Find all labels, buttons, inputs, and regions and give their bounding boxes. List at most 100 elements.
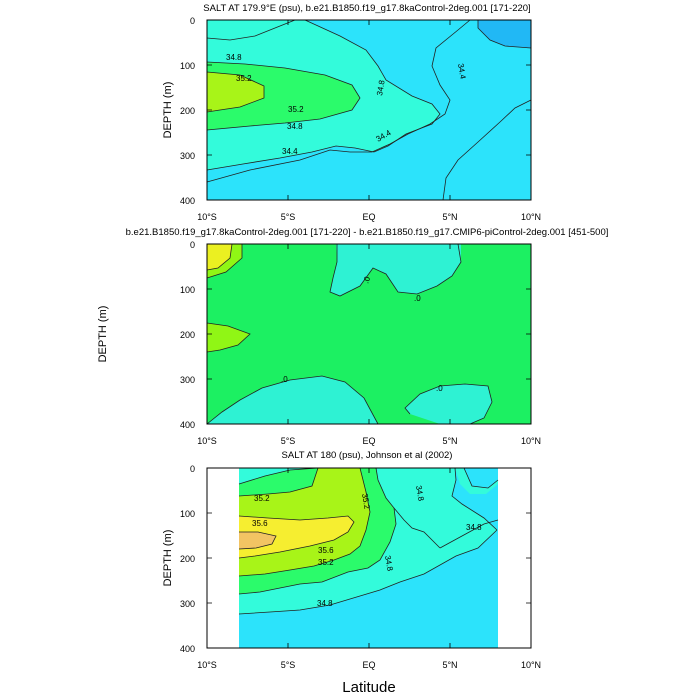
contour-label: .0 xyxy=(436,384,443,393)
panel-2-contour-pos-left xyxy=(206,322,251,353)
x-axis-label: Latitude xyxy=(342,679,395,696)
x-tick-label: 10°N xyxy=(521,660,541,670)
panel-3-title: SALT AT 180 (psu), Johnson et al (2002) xyxy=(282,450,453,461)
contour-label: 34.8 xyxy=(226,53,242,62)
panel-1-y-ticks: 0 100 200 300 400 xyxy=(180,16,531,206)
panel-1-y-axis-label: DEPTH (m) xyxy=(162,82,174,139)
contour-label: .0 xyxy=(361,275,372,285)
contour-label: 34.4 xyxy=(282,147,298,156)
contour-label: 34.8 xyxy=(375,79,387,96)
y-tick-label: 0 xyxy=(190,16,195,26)
y-tick-label: 300 xyxy=(180,375,195,385)
x-tick-label: 5°N xyxy=(442,660,457,670)
contour-label: 35.2 xyxy=(254,494,270,503)
y-tick-label: 100 xyxy=(180,61,195,71)
panel-2-fill-pos2-topleft xyxy=(207,244,232,270)
panel-1-contour-352a xyxy=(206,61,361,131)
x-tick-label: 10°N xyxy=(521,212,541,222)
panel-1-contour-labels: 34.8 35.2 35.2 34.8 34.4 34.8 34.4 34.4 xyxy=(226,53,468,156)
y-tick-label: 0 xyxy=(190,240,195,250)
contour-label: 34.8 xyxy=(383,555,395,572)
panel-3-x-ticks: 10°S 5°S EQ 5°N 10°N xyxy=(197,468,541,670)
panel-3-y-axis-label: DEPTH (m) xyxy=(162,530,174,587)
panel-1-contour-348a xyxy=(206,19,296,41)
panel-2-contour-neg-bottom-right xyxy=(404,383,493,425)
x-tick-label: 10°N xyxy=(521,436,541,446)
panel-2-y-ticks: 0 100 200 300 400 xyxy=(180,240,531,430)
panel-3-fill-360 xyxy=(239,516,354,558)
x-tick-marks xyxy=(206,20,532,200)
x-tick-marks xyxy=(206,468,532,648)
x-tick-marks xyxy=(206,244,532,424)
panel-1-fill-deep xyxy=(478,20,531,48)
panel-1-contour-344b xyxy=(442,99,532,201)
contour-label: 35.6 xyxy=(252,519,268,528)
contour-label: .0 xyxy=(281,375,288,384)
x-tick-label: EQ xyxy=(362,212,375,222)
panel-3-contour-356 xyxy=(238,467,371,577)
panel-3-contour-348-right xyxy=(439,519,499,549)
panel-3-contour-360 xyxy=(238,515,355,559)
x-tick-label: 5°S xyxy=(281,436,296,446)
panel-3-contour-364 xyxy=(238,531,277,550)
panel-2-title: b.e21.B1850.f19_g17.8kaControl-2deg.001 … xyxy=(126,227,609,238)
y-tick-label: 300 xyxy=(180,151,195,161)
y-tick-label: 100 xyxy=(180,285,195,295)
contour-label: 34.8 xyxy=(466,523,482,532)
y-tick-marks xyxy=(207,467,531,649)
panel-3-contour-labels: 35.2 35.6 35.6 35.2 35.2 34.8 34.8 34.8 … xyxy=(252,485,482,608)
panel-2: b.e21.B1850.f19_g17.8kaControl-2deg.001 … xyxy=(97,227,608,446)
panel-3: SALT AT 180 (psu), Johnson et al (2002) … xyxy=(162,450,541,670)
panel-1-contour-344c xyxy=(477,20,532,49)
panel-3-contour-348-mid xyxy=(393,507,441,549)
y-tick-label: 100 xyxy=(180,509,195,519)
x-tick-label: 5°S xyxy=(281,212,296,222)
panel-2-fill-neg-bottom-right xyxy=(405,384,492,424)
y-tick-label: 200 xyxy=(180,106,195,116)
contour-label: 34.8 xyxy=(317,599,333,608)
panel-3-y-ticks: 0 100 200 300 400 xyxy=(180,464,531,654)
x-tick-label: 10°S xyxy=(197,212,217,222)
y-tick-label: 0 xyxy=(190,464,195,474)
panel-2-fill-neg-top xyxy=(330,244,461,296)
y-tick-label: 200 xyxy=(180,330,195,340)
x-tick-label: 5°N xyxy=(442,212,457,222)
panel-2-x-ticks: 10°S 5°S EQ 5°N 10°N xyxy=(197,244,541,446)
x-tick-label: 5°N xyxy=(442,436,457,446)
contour-label: 34.8 xyxy=(414,485,426,502)
contour-label: 35.2 xyxy=(360,493,372,510)
contour-label: 35.2 xyxy=(288,105,304,114)
y-tick-label: 400 xyxy=(180,420,195,430)
panel-1: SALT AT 179.9°E (psu), b.e21.B1850.f19_g… xyxy=(162,3,541,222)
contour-label: 35.2 xyxy=(236,74,252,83)
panel-2-fill-neg-bottom xyxy=(207,376,378,424)
panel-2-contour-pos-topleft xyxy=(206,244,243,279)
y-tick-label: 300 xyxy=(180,599,195,609)
contour-label: .0 xyxy=(414,294,421,303)
panel-2-contour-pos2-topleft xyxy=(206,243,233,271)
panel-3-fill-344-topright xyxy=(464,468,498,488)
contour-label: 35.6 xyxy=(318,546,334,555)
panel-1-fill-356 xyxy=(207,72,264,112)
contour-label: 34.8 xyxy=(287,122,303,131)
panel-1-contour-356 xyxy=(206,71,265,113)
panel-3-contour-348-lower xyxy=(238,529,498,615)
x-tick-label: 10°S xyxy=(197,660,217,670)
y-tick-label: 400 xyxy=(180,644,195,654)
panel-3-fill-364 xyxy=(239,532,276,549)
panel-2-contour-neg-top xyxy=(329,243,462,297)
y-tick-label: 200 xyxy=(180,554,195,564)
panel-2-contour-labels: .0 .0 .0 .0 xyxy=(281,275,443,393)
x-tick-label: 10°S xyxy=(197,436,217,446)
panel-1-title: SALT AT 179.9°E (psu), b.e21.B1850.f19_g… xyxy=(203,3,530,14)
contour-label: 34.4 xyxy=(456,63,468,80)
x-tick-label: 5°S xyxy=(281,660,296,670)
x-tick-label: EQ xyxy=(362,660,375,670)
y-tick-label: 400 xyxy=(180,196,195,206)
panel-2-y-axis-label: DEPTH (m) xyxy=(97,306,109,363)
y-tick-marks xyxy=(207,19,531,201)
panel-3-contour-348-main xyxy=(451,467,498,531)
contour-label: 35.2 xyxy=(318,558,334,567)
panel-1-x-ticks: 10°S 5°S EQ 5°N 10°N xyxy=(197,20,541,222)
